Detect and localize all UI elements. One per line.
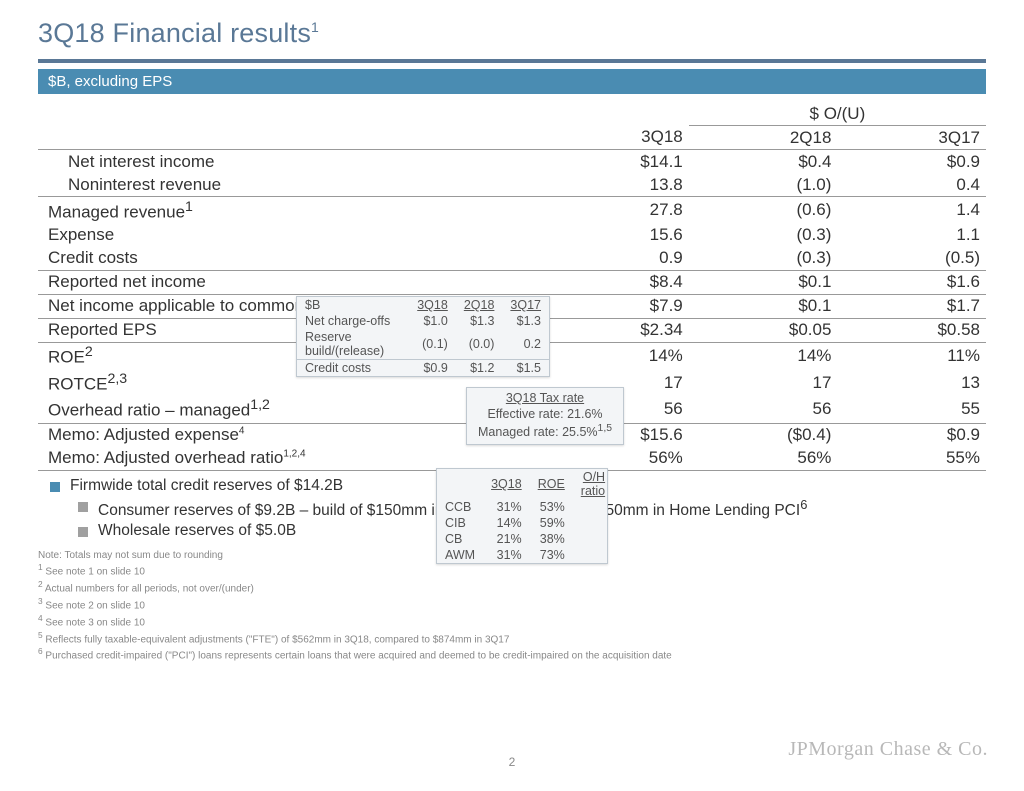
table-row: Managed revenue1 27.8 (0.6) 1.4 (38, 197, 986, 224)
row-label: Managed revenue1 (38, 197, 540, 224)
inset-roe-table: 3Q18 ROE O/H ratio CCB31%53% CIB14%59% C… (436, 468, 608, 564)
subtitle-bar: $B, excluding EPS (38, 69, 986, 94)
footnotes: Note: Totals may not sum due to rounding… (38, 550, 986, 663)
table-row: Expense 15.6 (0.3) 1.1 (38, 224, 986, 247)
super-header: $ O/(U) (689, 102, 986, 126)
bullet-icon (78, 527, 88, 537)
bullet-icon (50, 482, 60, 492)
col-3q18: 3Q18 (540, 126, 689, 150)
brand-logo: JPMorgan Chase & Co. (788, 738, 988, 761)
table-row: Memo: Adjusted overhead ratio1,2,4 56% 5… (38, 447, 986, 471)
col-3q17: 3Q17 (837, 126, 986, 150)
row-label: Memo: Adjusted expense4 (38, 423, 540, 447)
col-2q18: 2Q18 (689, 126, 838, 150)
title-rule (38, 59, 986, 63)
row-label: Credit costs (38, 247, 540, 271)
title-text: 3Q18 Financial results (38, 18, 311, 48)
row-label: Expense (38, 224, 540, 247)
table-row: Net interest income $14.1 $0.4 $0.9 (38, 150, 986, 174)
page-title: 3Q18 Financial results1 (38, 18, 986, 49)
inset-tax-rate: 3Q18 Tax rate Effective rate: 21.6% Mana… (466, 387, 624, 445)
table-row: Reported net income $8.4 $0.1 $1.6 (38, 270, 986, 294)
row-label: Noninterest revenue (38, 173, 540, 197)
page-number: 2 (509, 755, 516, 769)
slide: 3Q18 Financial results1 $B, excluding EP… (0, 0, 1024, 663)
table-row: Noninterest revenue 13.8 (1.0) 0.4 (38, 173, 986, 197)
bullet-icon (78, 502, 88, 512)
inset-credit-table: $B 3Q18 2Q18 3Q17 Net charge-offs $1.0 $… (296, 296, 550, 377)
table-row: Credit costs 0.9 (0.3) (0.5) (38, 247, 986, 271)
row-label: Memo: Adjusted overhead ratio1,2,4 (38, 447, 540, 471)
row-label: Net interest income (38, 150, 540, 174)
title-sup: 1 (311, 19, 319, 35)
row-label: Overhead ratio – managed1,2 (38, 396, 540, 423)
row-label: Reported net income (38, 270, 540, 294)
